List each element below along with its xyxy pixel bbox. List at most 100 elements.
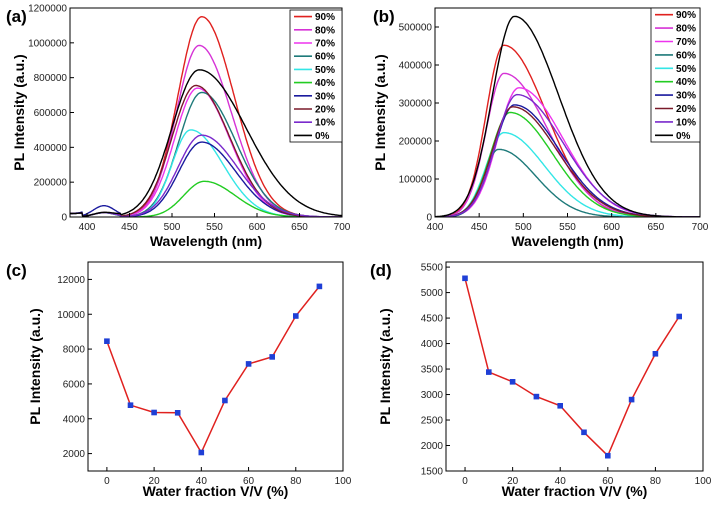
data-point-50	[581, 429, 587, 436]
legend-entry: 30%	[315, 91, 335, 102]
data-point-70	[628, 396, 635, 403]
series-line-30pct	[70, 141, 342, 217]
y-tick-label: 500000	[399, 23, 433, 34]
legend-entry: 90%	[315, 12, 335, 23]
x-tick-label: 600	[249, 222, 266, 233]
y-tick-label: 800000	[34, 73, 68, 84]
x-tick-label: 40	[196, 476, 208, 487]
y-tick-label: 8000	[63, 345, 86, 356]
x-tick-label: 550	[559, 222, 576, 233]
x-axis-label: Wavelength (nm)	[150, 233, 262, 249]
panel-label: (a)	[6, 7, 27, 26]
legend-entry: 0%	[315, 131, 330, 142]
legend-entry: 0%	[676, 131, 691, 142]
series-line-40pct	[70, 180, 342, 217]
legend-entry: 70%	[676, 37, 696, 48]
y-axis-label: PL Intensity (a.u.)	[372, 54, 388, 170]
data-point-10	[127, 402, 134, 408]
y-tick-label: 1000000	[28, 38, 67, 49]
panel-b: 400 450 500 550 600 650 700 0 100000 200000 300000…	[372, 7, 709, 249]
y-axis-label: PL Intensity (a.u.)	[377, 308, 393, 424]
panel-a: 400 450 500 550 600 650 700 0 200000 400000 600000…	[6, 4, 351, 250]
x-tick-label: 650	[647, 222, 664, 233]
y-tick-label: 400000	[34, 143, 68, 154]
y-tick-label: 1500	[421, 467, 444, 478]
x-tick-label: 600	[603, 222, 620, 233]
x-tick-label: 550	[206, 222, 223, 233]
x-axis-label: Water fraction V/V (%)	[502, 483, 648, 499]
x-tick-label: 700	[692, 222, 709, 233]
panel-label: (d)	[370, 261, 392, 280]
y-tick-label: 2000	[421, 441, 444, 452]
legend-entry: 50%	[676, 64, 696, 75]
y-tick-label: 6000	[63, 379, 86, 390]
panel-d: 0 20 40 60 80 100 1500 2000 2500 3000 3500 4000 4500…	[370, 261, 712, 499]
legend-entry: 60%	[315, 52, 335, 63]
series-line-PL-intensity	[464, 278, 680, 458]
data-point-60	[245, 361, 252, 367]
legend: 90% 80% 70% 60% 50% 40% 30% 20% 10% 0%	[650, 7, 701, 143]
x-tick-label: 400	[79, 222, 96, 233]
y-tick-label: 5500	[421, 263, 444, 274]
y-tick-label: 100000	[399, 175, 433, 186]
y-tick-label: 400000	[399, 61, 433, 72]
data-point-0	[104, 338, 110, 344]
legend-entry: 60%	[676, 50, 696, 61]
legend-entry: 70%	[315, 39, 335, 50]
y-tick-label: 1200000	[28, 4, 67, 15]
panel-label: (b)	[373, 7, 395, 26]
x-tick-label: 650	[291, 222, 308, 233]
legend-box	[289, 9, 343, 143]
data-point-30	[533, 393, 540, 400]
legend-entry: 80%	[676, 24, 696, 35]
legend-entry: 10%	[315, 118, 335, 129]
plot-area	[462, 275, 682, 459]
y-tick-label: 300000	[399, 99, 433, 110]
plot-area	[104, 283, 323, 456]
legend-entry: 90%	[676, 10, 696, 21]
y-tick-label: 0	[426, 213, 432, 224]
x-axis-label: Wavelength (nm)	[511, 233, 623, 249]
y-tick-label: 3500	[421, 365, 444, 376]
x-tick-label: 80	[290, 476, 302, 487]
x-tick-label: 60	[243, 476, 255, 487]
panel-label: (c)	[6, 261, 27, 280]
y-axis-label: PL Intensity (a.u.)	[11, 54, 27, 170]
legend-entry: 50%	[315, 65, 335, 76]
axes-frame	[87, 261, 344, 472]
legend-box	[650, 7, 701, 143]
x-tick-label: 400	[427, 222, 444, 233]
series-line-10pct	[70, 134, 342, 217]
y-tick-label: 3000	[421, 390, 444, 401]
legend-entry: 20%	[676, 104, 696, 115]
legend-entry: 30%	[676, 91, 696, 102]
series-line-PL-intensity	[106, 285, 320, 455]
x-tick-label: 40	[555, 476, 567, 487]
legend-entry: 40%	[315, 78, 335, 89]
x-tick-label: 700	[334, 222, 351, 233]
data-point-50	[222, 397, 228, 404]
data-point-90	[316, 283, 323, 290]
data-point-40	[557, 403, 563, 409]
data-point-0	[462, 275, 468, 282]
legend-entry: 40%	[676, 77, 696, 88]
data-point-60	[605, 452, 611, 459]
plot-area	[70, 15, 342, 217]
y-tick-label: 200000	[399, 137, 433, 148]
data-point-10	[486, 369, 492, 375]
data-point-30	[174, 410, 181, 416]
x-tick-label: 100	[695, 476, 712, 487]
x-tick-label: 450	[471, 222, 488, 233]
y-axis-label: PL Intensity (a.u.)	[27, 308, 43, 424]
x-tick-label: 450	[121, 222, 138, 233]
x-tick-label: 20	[149, 476, 161, 487]
y-tick-label: 2500	[421, 416, 444, 427]
y-tick-label: 4000	[63, 414, 86, 425]
y-tick-label: 5000	[421, 288, 444, 299]
y-tick-label: 0	[61, 213, 67, 224]
legend-entry: 80%	[315, 25, 335, 36]
legend-entry: 20%	[315, 105, 335, 116]
y-tick-label: 4000	[421, 339, 444, 350]
data-point-90	[676, 313, 682, 320]
